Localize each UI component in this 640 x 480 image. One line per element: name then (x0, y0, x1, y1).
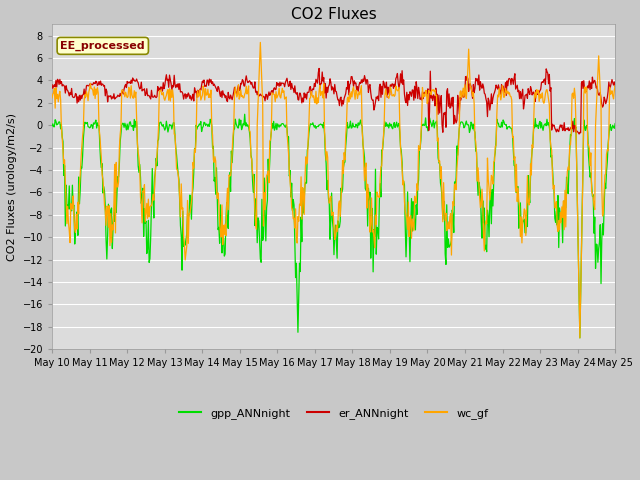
Title: CO2 Fluxes: CO2 Fluxes (291, 7, 376, 22)
Y-axis label: CO2 Fluxes (urology/m2/s): CO2 Fluxes (urology/m2/s) (7, 113, 17, 261)
Text: EE_processed: EE_processed (60, 41, 145, 51)
Legend: gpp_ANNnight, er_ANNnight, wc_gf: gpp_ANNnight, er_ANNnight, wc_gf (175, 403, 493, 423)
